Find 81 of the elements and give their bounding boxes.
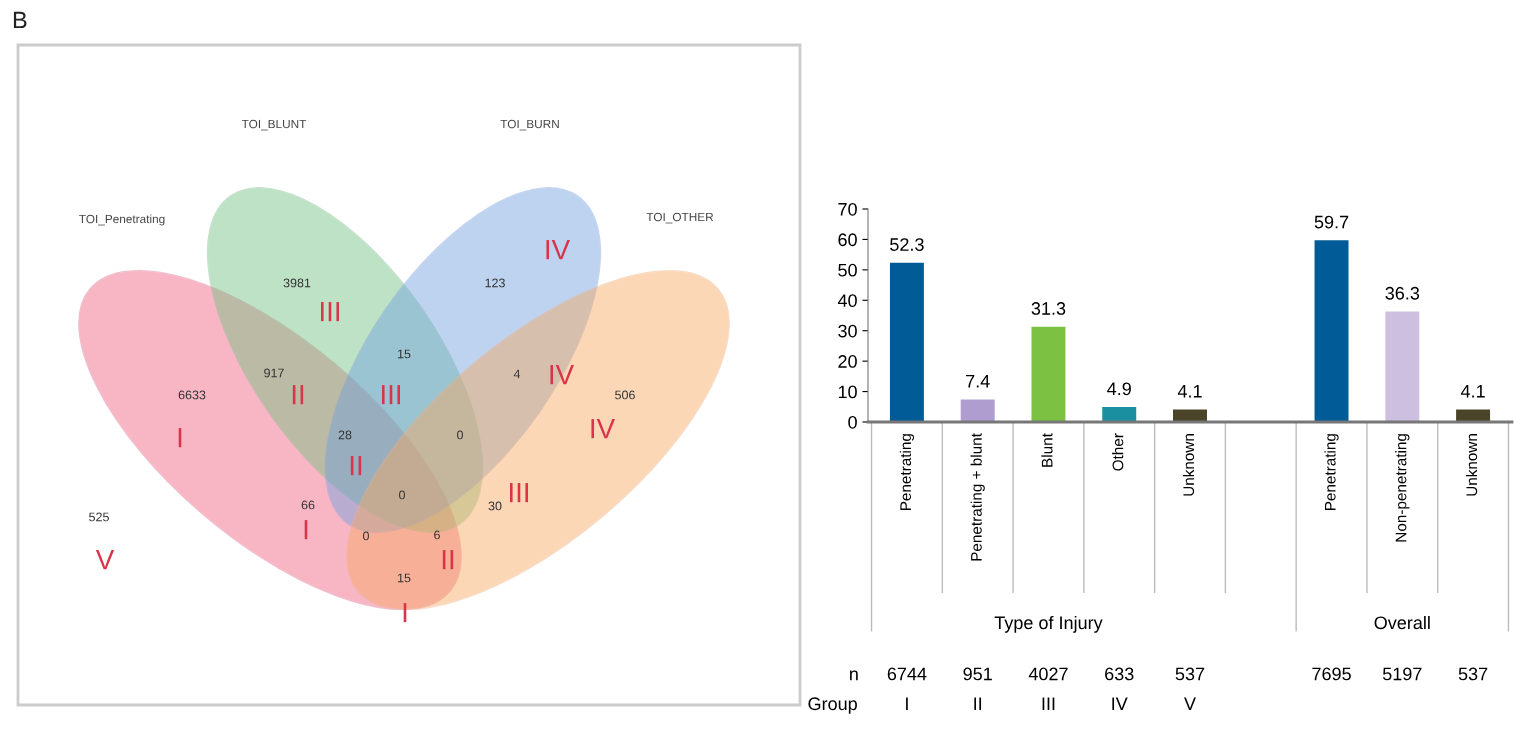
text: V [95, 550, 115, 570]
x-tick-label: Penetrating + blunt [970, 433, 985, 561]
bar [1102, 407, 1137, 422]
y-tick-label: 30 [838, 324, 857, 338]
text: Overall [1374, 615, 1430, 630]
bar [960, 399, 995, 422]
data-label: 52.3 [890, 238, 924, 251]
text: TOI_OTHER [646, 212, 714, 224]
text: Type of Injury [994, 615, 1103, 633]
text: IV [591, 419, 615, 439]
text: 0 [457, 430, 463, 440]
x-tick-label: Blunt [1041, 433, 1053, 467]
y-tick-label: 0 [848, 415, 857, 429]
text: 6633 [178, 390, 206, 400]
text: I [304, 520, 308, 540]
text: 537 [1175, 667, 1205, 681]
x-tick-label: Other [1112, 433, 1124, 471]
text: B [13, 11, 27, 29]
y-tick-label: 40 [837, 294, 857, 308]
text: 6 [434, 530, 440, 540]
x-tick-label: Penetrating [1324, 434, 1339, 510]
bar [889, 262, 924, 422]
text: 6744 [887, 667, 927, 681]
y-tick-label: 70 [838, 202, 857, 216]
text: 15 [398, 573, 411, 583]
y-tick-label: 60 [838, 233, 857, 247]
text: 7695 [1312, 667, 1351, 681]
data-label: 7.4 [966, 374, 990, 388]
text: 525 [89, 512, 109, 522]
text: IV [546, 240, 570, 260]
text: 15 [398, 349, 411, 359]
bar [1385, 311, 1420, 422]
text: I [403, 603, 407, 623]
text: III [320, 302, 340, 322]
x-tick-label: Unknown [1465, 434, 1478, 496]
text: 951 [963, 667, 992, 681]
text: 4 [513, 369, 521, 379]
y-tick-label: 10 [838, 385, 857, 399]
x-tick-label: Non-penetrating [1395, 434, 1410, 542]
text: III [381, 385, 401, 405]
y-tick-label: 20 [838, 355, 857, 368]
text: II [442, 550, 454, 570]
text: TOI_BURN [500, 119, 559, 131]
text: II [974, 697, 982, 710]
text: 633 [1105, 667, 1134, 681]
text: 5197 [1382, 667, 1422, 681]
text: Group [808, 697, 857, 714]
text: II [292, 385, 304, 405]
bar [1031, 326, 1066, 422]
text: I [178, 428, 182, 448]
text: 917 [264, 368, 284, 378]
text: 4027 [1028, 667, 1068, 681]
text: II [350, 456, 362, 476]
text: TOI_Penetrating [79, 214, 165, 226]
data-label: 4.1 [1460, 385, 1485, 398]
text: 537 [1458, 667, 1488, 681]
data-label: 4.9 [1107, 382, 1131, 396]
text: I [906, 697, 908, 710]
text: 28 [338, 430, 352, 440]
data-label: 36.3 [1385, 286, 1420, 300]
text: 66 [301, 500, 315, 510]
bar [1314, 240, 1349, 422]
text: III [509, 483, 529, 503]
data-label: 31.3 [1031, 302, 1066, 315]
x-tick-label: Penetrating [899, 434, 915, 510]
text: 3981 [283, 278, 311, 288]
text: 30 [488, 501, 502, 511]
text: V [1184, 697, 1196, 710]
data-label: 59.7 [1314, 215, 1349, 229]
text: 0 [363, 531, 369, 541]
data-label: 4.1 [1177, 385, 1202, 398]
text: 123 [485, 278, 505, 288]
text: 0 [399, 490, 405, 500]
text: IV [1112, 697, 1128, 710]
x-tick-label: Unknown [1182, 434, 1195, 496]
y-tick-label: 50 [838, 263, 857, 277]
text: TOI_BLUNT [241, 119, 307, 131]
text: IV [550, 365, 574, 385]
text: III [1042, 697, 1055, 710]
text: 506 [615, 390, 635, 400]
text: n [850, 670, 858, 681]
